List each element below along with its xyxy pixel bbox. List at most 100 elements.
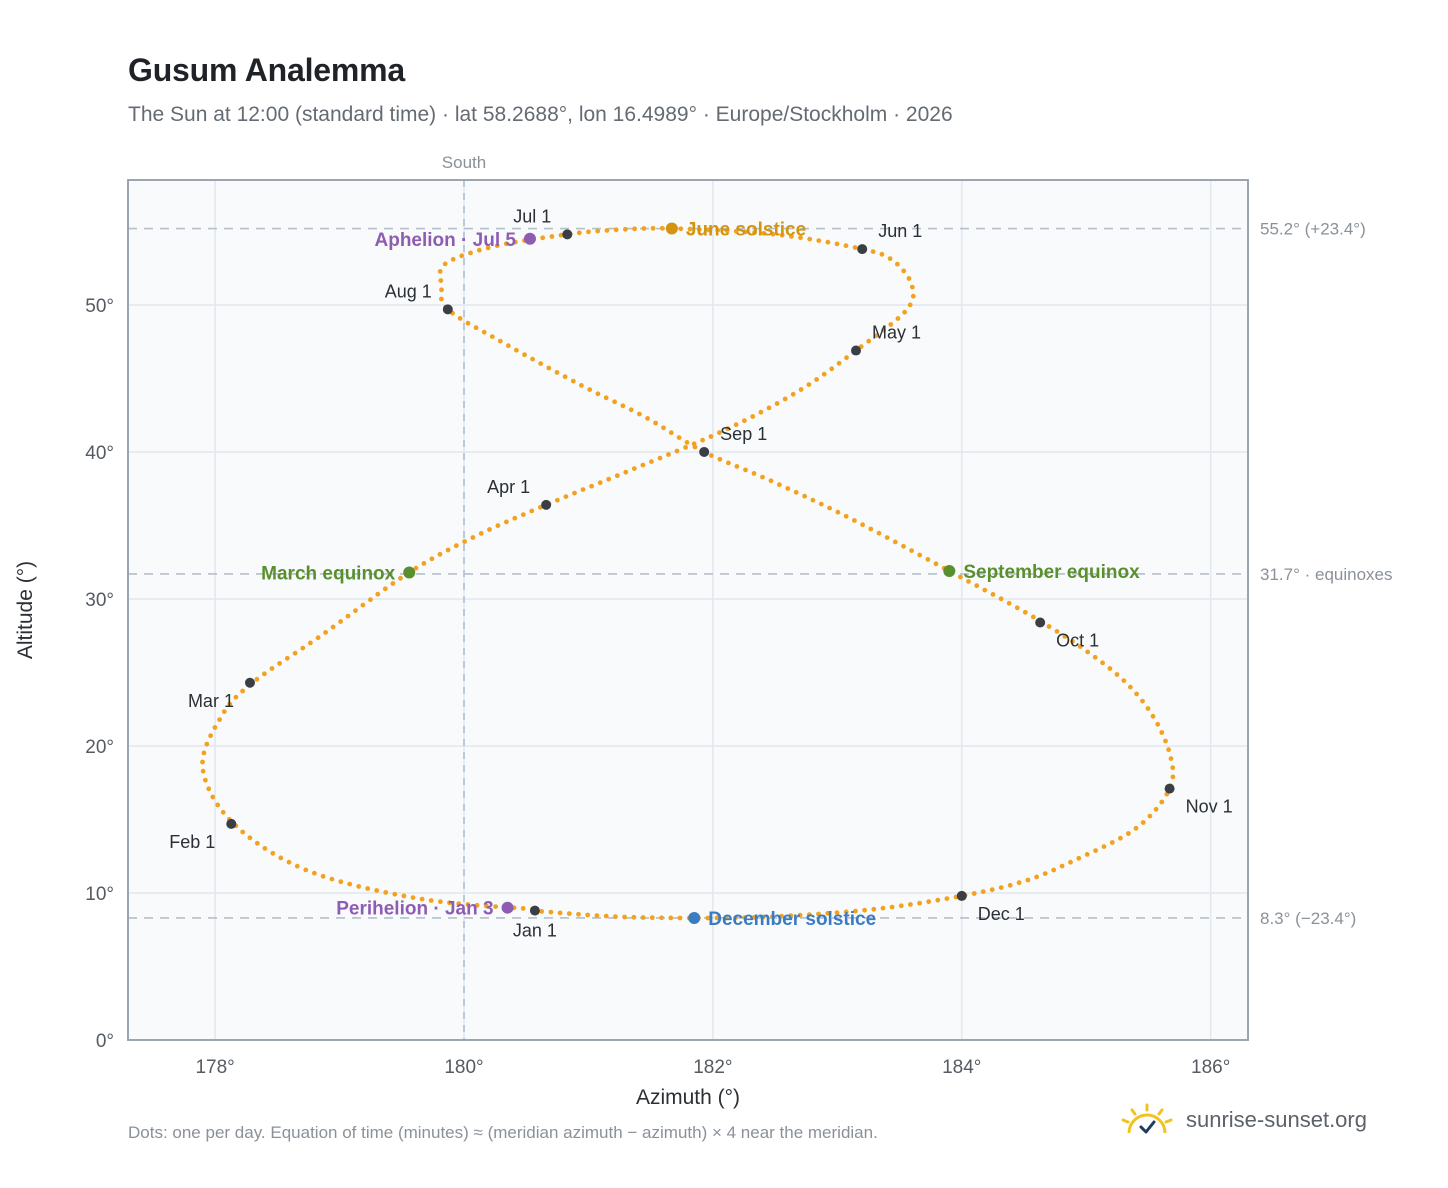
daily-dot xyxy=(563,494,569,499)
daily-dot xyxy=(709,453,714,458)
daily-dot xyxy=(530,356,535,362)
daily-dot xyxy=(683,445,688,450)
daily-dot xyxy=(966,579,971,584)
daily-dot xyxy=(650,225,656,231)
daily-dot xyxy=(1133,825,1139,831)
daily-dot xyxy=(450,256,456,262)
daily-dot xyxy=(429,556,435,562)
daily-dot xyxy=(742,915,748,920)
x-tick-label: 186° xyxy=(1191,1057,1230,1078)
daily-dot xyxy=(606,476,612,482)
daily-dot xyxy=(649,915,655,921)
daily-dot xyxy=(659,225,665,231)
daily-dot xyxy=(676,435,682,440)
daily-dot xyxy=(320,873,326,879)
daily-dot xyxy=(810,497,816,503)
daily-dot xyxy=(1150,713,1156,719)
daily-dot xyxy=(493,904,498,909)
daily-dot xyxy=(770,914,775,919)
daily-dot xyxy=(677,915,683,921)
month-marker xyxy=(699,446,710,457)
daily-dot xyxy=(470,535,476,540)
daily-dot xyxy=(1022,609,1028,615)
daily-dot xyxy=(1140,698,1145,704)
daily-dot xyxy=(329,876,335,882)
daily-dot xyxy=(980,889,986,895)
daily-dot xyxy=(751,471,757,476)
month-label: May 1 xyxy=(872,323,921,343)
month-label: Jul 1 xyxy=(513,206,551,226)
daily-dot xyxy=(1159,799,1165,805)
daily-dot xyxy=(338,619,343,624)
daily-dot xyxy=(666,452,671,457)
daily-dot xyxy=(895,261,900,267)
daily-dot xyxy=(935,897,941,903)
month-label: Feb 1 xyxy=(169,832,215,852)
daily-dot xyxy=(659,915,664,921)
month-marker xyxy=(1035,617,1046,628)
daily-dot xyxy=(723,915,729,921)
daily-dot xyxy=(751,915,757,920)
daily-dot xyxy=(201,750,207,756)
x-tick-label: 178° xyxy=(195,1057,234,1078)
daily-dot xyxy=(356,884,362,889)
brand[interactable]: sunrise-sunset.org xyxy=(1120,1103,1367,1137)
daily-dot xyxy=(1170,774,1176,780)
x-tick-label: 180° xyxy=(444,1057,483,1078)
daily-dot xyxy=(353,608,358,613)
daily-dot xyxy=(1166,747,1171,753)
daily-dot xyxy=(286,859,292,865)
daily-dot xyxy=(814,377,819,382)
daily-dot xyxy=(233,694,239,700)
daily-dot xyxy=(462,539,467,544)
daily-dot xyxy=(628,407,634,413)
daily-dot xyxy=(802,493,807,499)
daily-dot xyxy=(620,403,626,409)
daily-dot xyxy=(925,557,931,562)
daily-dot xyxy=(456,901,462,907)
daily-dot xyxy=(743,467,748,473)
daily-dot xyxy=(862,907,867,913)
month-marker xyxy=(244,677,255,688)
daily-dot xyxy=(637,411,642,417)
daily-dot xyxy=(834,241,840,247)
daily-dot xyxy=(512,239,518,245)
daily-dot xyxy=(871,906,877,912)
daily-dot xyxy=(843,909,849,915)
daily-dot xyxy=(750,414,756,419)
daily-dot xyxy=(494,243,500,249)
daily-dot xyxy=(580,487,586,492)
daily-dot xyxy=(203,777,208,783)
daily-dot xyxy=(1159,730,1165,735)
daily-dot xyxy=(733,915,738,921)
daily-dot xyxy=(661,425,666,431)
daily-dot xyxy=(889,904,895,910)
daily-dot xyxy=(208,733,214,739)
daily-dot xyxy=(465,320,471,326)
daily-dot xyxy=(910,293,916,299)
daily-dot xyxy=(734,464,740,469)
daily-dot xyxy=(909,548,914,553)
meridian-label: South xyxy=(442,153,486,172)
daily-dot xyxy=(1059,863,1065,869)
x-axis-title: Azimuth (°) xyxy=(636,1086,740,1109)
daily-dot xyxy=(843,243,849,249)
daily-dot xyxy=(892,539,898,545)
daily-dot xyxy=(413,565,419,571)
daily-dot xyxy=(1070,639,1075,644)
daily-dot xyxy=(906,276,912,281)
month-marker xyxy=(541,499,552,510)
daily-dot xyxy=(835,509,841,515)
daily-dot xyxy=(270,850,276,856)
daily-dot xyxy=(345,613,351,619)
daily-dot xyxy=(474,902,480,908)
daily-dot xyxy=(816,911,821,917)
daily-dot xyxy=(714,915,720,921)
month-label: Nov 1 xyxy=(1186,797,1233,817)
event-label: March equinox xyxy=(261,564,396,585)
daily-dot xyxy=(595,391,601,397)
reference-line-label: 55.2° (+23.4°) xyxy=(1260,220,1366,239)
daily-dot xyxy=(766,405,772,411)
daily-dot xyxy=(476,247,482,253)
daily-dot xyxy=(631,914,637,920)
